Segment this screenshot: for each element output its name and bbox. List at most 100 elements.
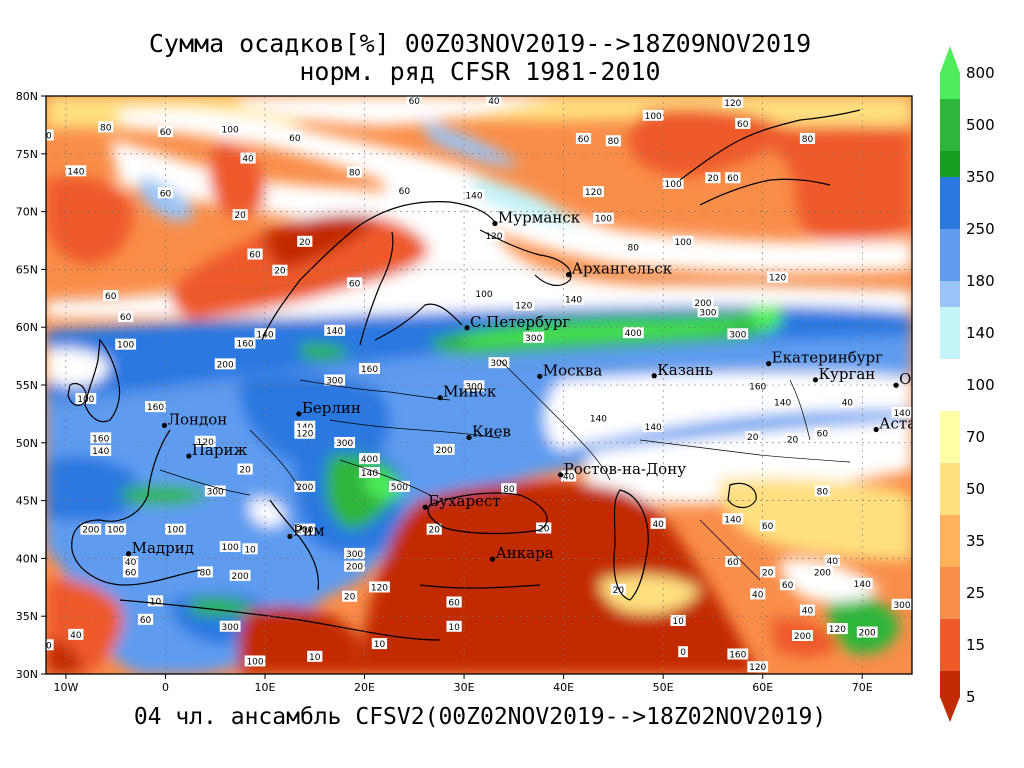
city-label: Архангельск [572,260,673,278]
contour-label-bg [103,290,119,302]
contour-label: 40 [68,628,84,641]
city-Анкара: Анкара [489,544,554,562]
city-Екатеринбург: Екатеринбург [766,349,883,367]
colorbar-arrow-bottom [940,697,960,722]
city-markers: Мурманск Архангельск С.Петербург Екатеринбу… [126,209,912,562]
contour-label-text: 20 [747,433,759,443]
contour-label: 300 [697,306,719,318]
contour-label-bg [204,485,226,497]
contour-label-text: 160 [361,365,378,375]
lat-tick-label: 45N [16,495,38,508]
contour-label-text: 60 [727,174,739,184]
contour-label: 40 [650,517,666,530]
contour-label-bg [622,327,644,339]
contour-label: 300 [204,485,226,498]
contour-label: 140 [65,165,87,177]
contour-label-text: 60 [120,313,132,323]
contour-label: 40 [123,556,139,568]
city-dot [565,272,572,278]
contour-label-bg [593,212,614,224]
contour-label: 10 [446,620,462,633]
contour-label-bg [98,121,114,133]
contour-label-text: 300 [326,377,343,387]
contour-label-bg [642,420,664,432]
contour-label-text: 40 [563,472,575,482]
contour-label: 200 [344,560,365,573]
contour-label-bg [672,235,694,247]
contour-label-text: 80 [503,485,515,495]
contour-label: 80 [814,485,831,498]
contour-label: 120 [369,581,390,593]
lat-tick-label: 55N [16,379,38,392]
contour-label: 80 [501,483,517,495]
contour-label: 100 [642,109,664,122]
colorbar-label: 180 [966,272,995,290]
contour-label: 140 [90,445,112,457]
contour-label-bg [247,248,263,260]
city-label: Курган [818,365,875,383]
contour-label-text: 60 [349,279,361,289]
contour-label-bg [625,241,641,253]
contour-label-text: 120 [197,438,214,448]
contour-label-bg [344,547,365,559]
lon-tick-label: 60E [752,681,773,694]
lon-tick-label: 10E [255,681,276,694]
contour-label: 140 [588,412,609,425]
city-label: Париж [192,441,248,459]
contour-label-bg [137,613,154,625]
contour-label: 100 [593,212,614,225]
contour-label: 60 [725,172,741,184]
contour-label: 80 [346,166,363,178]
contour-label: 10 [670,614,686,627]
contour-label-text: 80 [349,168,361,178]
colorbar-swatch-800 [940,73,960,99]
contour-label-text: 20 [274,267,286,277]
contour-label: 20 [705,172,721,184]
contour-label-bg [165,523,186,535]
contour-label: 100 [115,338,137,351]
colorbar-label: 250 [966,220,995,238]
contour-label-text: 40 [802,607,814,617]
city-dot [492,220,498,227]
city-Минск: Минск [437,383,497,401]
contour-label-bg [234,337,256,349]
contour-label: 60 [779,579,796,591]
contour-label: 200 [294,523,316,536]
contour-label-text: 40 [752,590,764,600]
contour-label: 140 [359,467,380,479]
contour-label: 140 [722,513,744,525]
contour-label-bg [272,264,288,276]
contour-label-text: 10 [309,653,321,663]
lon-tick-label: 20E [354,681,375,694]
country-borders [159,359,851,581]
contour-label-bg [727,648,749,660]
contour-label: 40 [486,96,502,107]
lon-tick-label: 30E [454,681,475,694]
contour-label: 300 [334,436,356,449]
contour-label: 10 [371,638,388,650]
contour-label-bg [346,166,363,178]
contour-label-bg [80,523,102,535]
contour-label-text: 160 [236,340,253,350]
contour-label-text: 40 [488,97,500,107]
city-dot [296,411,302,417]
colorbar-swatch-100 [940,307,960,333]
lat-tick-label: 50N [16,437,38,450]
city-label: Киев [472,423,511,441]
lat-tick-label: 30N [16,668,38,681]
contour-label-bg [605,135,621,147]
city-Ростов-на-Дону: Ростов-на-Дону [558,460,686,478]
contour-label: 20 [272,264,288,277]
colorbar-swatch-70 [940,411,960,463]
contour-label-bg [294,523,316,535]
city-dot [466,434,472,441]
contour-label-bg [814,485,831,497]
contour-label-bg [725,556,741,568]
contour-label-text: 20 [40,641,52,651]
lat-tick-label: 65N [16,263,38,276]
contour-label-bg [563,293,584,305]
contour-label-text: 300 [525,334,542,344]
contour-label-bg [359,467,380,479]
contour-label-text: 300 [465,382,482,392]
